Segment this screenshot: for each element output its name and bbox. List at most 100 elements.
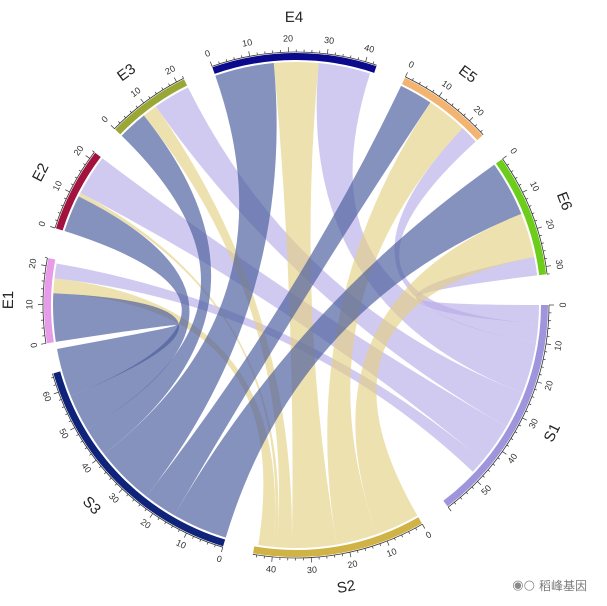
tick-s2-2 xyxy=(415,527,418,531)
axis-line-e3 xyxy=(114,78,184,130)
tick-s1-42 xyxy=(497,457,500,460)
tick-s3-52 xyxy=(68,420,72,423)
tick-s3-62 xyxy=(53,384,57,386)
tick-e2-8 xyxy=(63,197,67,200)
tick-label-s3-40: 40 xyxy=(79,461,93,475)
sector-arc-e6 xyxy=(495,159,547,276)
tick-s2-4 xyxy=(408,531,411,534)
tick-label-e6-10: 10 xyxy=(528,180,541,193)
tick-label-s1-20: 20 xyxy=(543,379,556,392)
sector-arc-e1 xyxy=(44,258,56,344)
tick-e6-4 xyxy=(510,170,514,173)
tick-e3-16 xyxy=(161,87,164,90)
tick-e6-18 xyxy=(534,219,538,222)
tick-s3-58 xyxy=(58,399,62,401)
tick-s1-50 xyxy=(477,481,482,486)
tick-e6-24 xyxy=(541,242,544,244)
sector-e4: 0 10 20 30 40 E4 xyxy=(203,9,377,74)
link-s3-e4 xyxy=(104,63,277,497)
tick-s1-38 xyxy=(506,444,510,447)
tick-s3-36 xyxy=(104,471,107,475)
tick-e2-4 xyxy=(57,212,61,214)
tick-e3-10 xyxy=(140,98,145,104)
tick-label-e1-20: 20 xyxy=(27,258,38,269)
tick-e1-20 xyxy=(41,264,47,267)
tick-label-e6-0: 0 xyxy=(508,146,519,156)
tick-label-e6-30: 30 xyxy=(554,259,565,270)
tick-s3-40 xyxy=(92,459,97,464)
tick-e2-16 xyxy=(78,169,82,172)
tick-label-e4-40: 40 xyxy=(363,42,375,54)
tick-label-e1-0: 0 xyxy=(28,342,39,348)
tick-s1-24 xyxy=(531,396,535,398)
tick-s1-60 xyxy=(447,506,452,512)
sector-arc-e4 xyxy=(212,52,377,74)
tick-e5-4 xyxy=(418,81,421,85)
tick-label-e4-20: 20 xyxy=(283,33,293,43)
sectors-layer: 01020304050S1010203040S20102030405060S30… xyxy=(0,9,575,597)
sector-label-s3: S3 xyxy=(79,493,104,518)
tick-label-s1-40: 40 xyxy=(505,452,519,466)
tick-s3-6 xyxy=(199,539,202,542)
tick-s3-8 xyxy=(192,536,194,539)
tick-s2-14 xyxy=(372,546,374,549)
tick-s3-22 xyxy=(144,508,147,512)
tick-s1-40 xyxy=(502,451,507,455)
tick-e4-8 xyxy=(241,55,243,58)
tick-e6-26 xyxy=(543,250,546,252)
tick-label-s2-20: 20 xyxy=(347,558,359,570)
tick-s3-2 xyxy=(214,544,216,548)
tick-e2-10 xyxy=(65,189,70,193)
tick-e4-38 xyxy=(357,57,359,60)
tick-e3-20 xyxy=(173,77,177,83)
tick-s3-64 xyxy=(51,377,54,379)
link-s3-e5 xyxy=(146,85,431,516)
tick-e3-2 xyxy=(118,121,121,124)
tick-e4-40 xyxy=(365,56,368,62)
tick-e2-18 xyxy=(83,163,86,166)
tick-e3-6 xyxy=(129,110,132,113)
link-s1-e3 xyxy=(155,87,523,427)
tick-e5-12 xyxy=(445,98,448,102)
sector-label-s2: S2 xyxy=(336,577,357,597)
sector-s1: 0 10 20 30 40 50 S1 xyxy=(443,302,568,512)
tick-e6-20 xyxy=(537,226,543,229)
tick-s1-14 xyxy=(543,358,546,361)
tick-s2-0 xyxy=(422,524,426,529)
tick-label-s1-50: 50 xyxy=(479,483,493,497)
tick-e4-30 xyxy=(327,48,329,54)
tick-s1-48 xyxy=(482,475,485,478)
tick-label-s3-50: 50 xyxy=(57,427,71,441)
axis-line-e5 xyxy=(405,76,484,136)
tick-label-s2-40: 40 xyxy=(266,564,277,575)
tick-label-s3-10: 10 xyxy=(174,538,187,551)
tick-e6-8 xyxy=(518,183,522,186)
link-s3-e2 xyxy=(64,196,190,430)
tick-s3-12 xyxy=(178,529,180,532)
tick-e5-20 xyxy=(469,116,474,122)
tick-e6-2 xyxy=(506,163,510,166)
tick-e6-10 xyxy=(522,189,528,193)
link-s2-e3 xyxy=(143,106,292,548)
tick-label-s1-0: 0 xyxy=(558,302,568,307)
link-s1-e5 xyxy=(394,128,539,343)
tick-label-e3-20: 20 xyxy=(163,63,177,77)
tick-s1-56 xyxy=(460,497,463,500)
tick-s3-32 xyxy=(114,483,118,486)
tick-s1-26 xyxy=(528,403,532,406)
tick-e5-14 xyxy=(451,103,454,106)
tick-e3-12 xyxy=(148,96,151,99)
tick-e6-22 xyxy=(539,234,542,237)
tick-e3-18 xyxy=(168,83,171,86)
tick-label-s2-0: 0 xyxy=(424,529,433,540)
tick-s2-12 xyxy=(379,543,382,547)
tick-s3-30 xyxy=(118,488,123,493)
tick-s1-52 xyxy=(471,486,474,489)
link-s2-e4 xyxy=(273,61,337,549)
tick-e3-8 xyxy=(135,105,138,108)
tick-e5-2 xyxy=(412,77,414,81)
axis-line-e6 xyxy=(502,158,548,275)
link-s3-e1 xyxy=(53,293,180,396)
watermark-text: 稻峰基因 xyxy=(538,579,587,593)
